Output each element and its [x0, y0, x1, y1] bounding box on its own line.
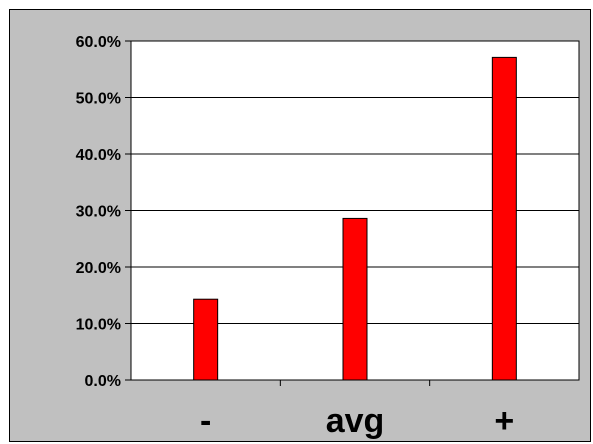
x-tick-label: - [200, 402, 211, 440]
bar-2 [342, 217, 368, 381]
x-tick-label: + [494, 402, 514, 440]
y-tick-label: 50.0% [76, 91, 121, 108]
y-tick-label: 10.0% [76, 317, 121, 334]
x-tick-label: avg [326, 402, 385, 440]
y-tick-label: 30.0% [76, 204, 121, 221]
y-tick-label: 40.0% [76, 147, 121, 164]
x-tick-labels: - avg + [200, 380, 514, 440]
y-tick-label: 0.0% [85, 373, 121, 390]
bar-1 [193, 298, 219, 381]
bar-3 [491, 56, 517, 381]
y-tick-label: 20.0% [76, 260, 121, 277]
bars [193, 56, 517, 381]
y-tick-label: 60.0% [76, 34, 121, 51]
y-tick-labels: 0.0% 10.0% 20.0% 30.0% 40.0% 50.0% 60.0% [76, 34, 131, 390]
